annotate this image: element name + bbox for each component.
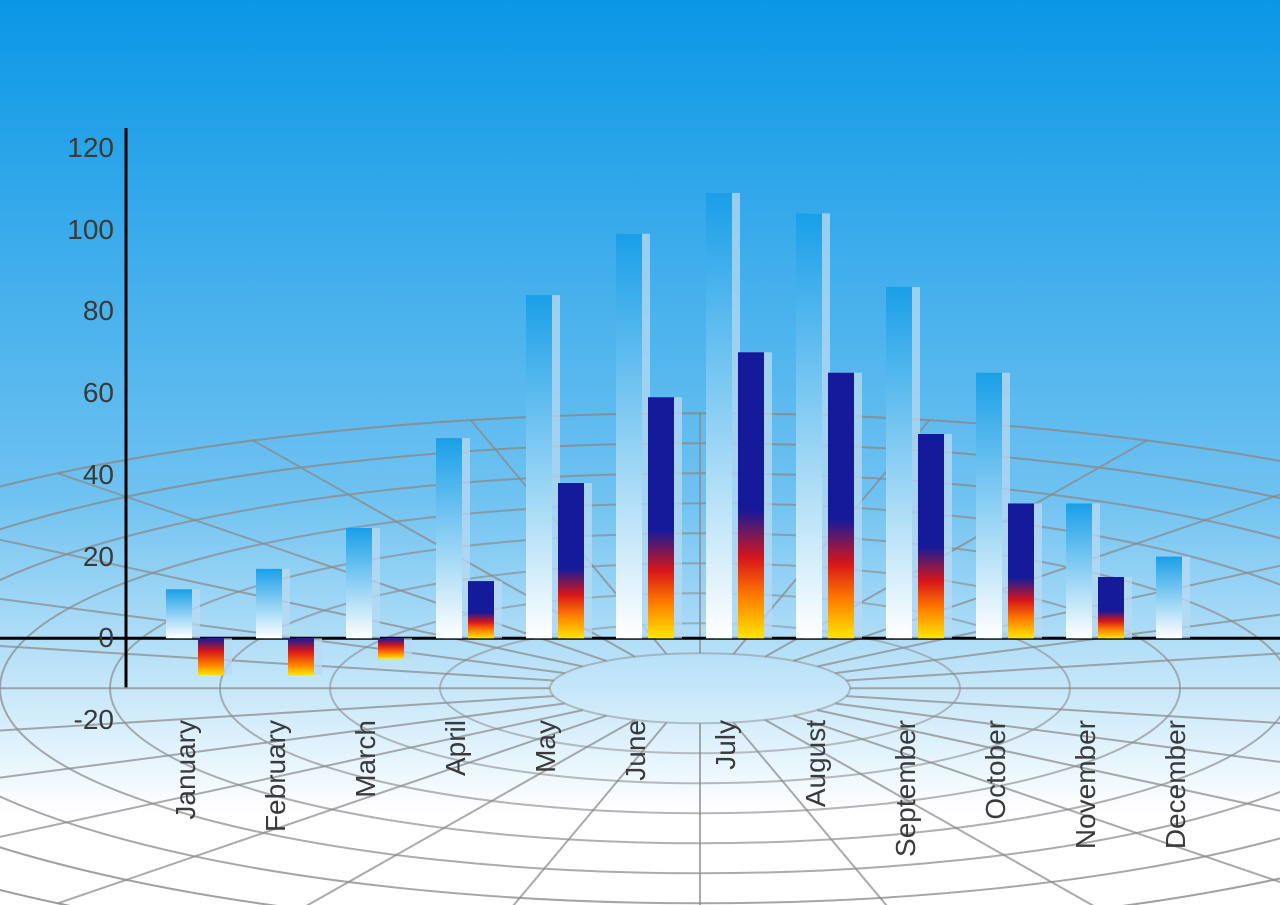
x-tick-label: October (980, 720, 1012, 820)
chart-container: -20 0 20 40 60 80 100 120 January February March A… (0, 0, 1280, 905)
x-tick-label: July (710, 720, 742, 770)
y-tick-label: 40 (83, 459, 114, 491)
bar-series1 (706, 193, 732, 638)
y-tick-label: 60 (83, 377, 114, 409)
bar-series2 (828, 373, 854, 639)
x-tick-label: June (620, 720, 652, 781)
bar-series2 (378, 638, 404, 658)
y-tick-label: -20 (74, 704, 114, 736)
bar-series2 (738, 352, 764, 638)
y-tick-label: 0 (98, 622, 114, 654)
bar-series2 (1008, 503, 1034, 638)
x-tick-label: March (350, 720, 382, 798)
x-tick-label: December (1160, 720, 1192, 849)
y-tick-label: 20 (83, 541, 114, 573)
y-tick-label: 80 (83, 295, 114, 327)
bar-series1 (436, 438, 462, 638)
bar-series1 (526, 295, 552, 638)
x-tick-label: November (1070, 720, 1102, 849)
x-tick-label: August (800, 720, 832, 807)
x-tick-label: January (170, 720, 202, 820)
bar-series1 (1156, 557, 1182, 639)
bar-series1 (166, 589, 192, 638)
y-tick-label: 120 (67, 132, 114, 164)
bar-series1 (976, 373, 1002, 639)
x-tick-label: February (260, 720, 292, 832)
bar-series1 (1066, 503, 1092, 638)
x-tick-label: September (890, 720, 922, 857)
y-tick-label: 100 (67, 214, 114, 246)
bar-series1 (796, 213, 822, 638)
x-tick-label: May (530, 720, 562, 773)
bar-series2 (468, 581, 494, 638)
x-tick-label: April (440, 720, 472, 776)
bar-series1 (886, 287, 912, 638)
bar-series1 (256, 569, 282, 638)
bar-series2 (558, 483, 584, 638)
bar-series2 (198, 638, 224, 675)
bar-series2 (648, 397, 674, 638)
bar-series1 (346, 528, 372, 638)
bar-series2 (918, 434, 944, 638)
bar-series2 (288, 638, 314, 675)
bar-series2 (1098, 577, 1124, 638)
bar-series1 (616, 234, 642, 638)
